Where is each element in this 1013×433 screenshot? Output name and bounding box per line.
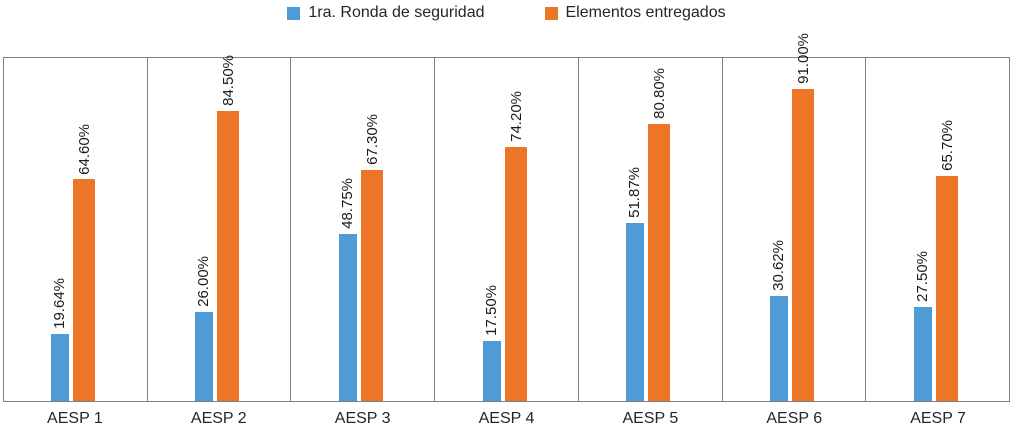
value-label: 19.64% <box>51 277 69 329</box>
bar-ronda-seguridad <box>913 306 932 401</box>
value-label: 48.75% <box>338 177 356 229</box>
bar-elementos-entregados <box>504 146 527 401</box>
bar-elementos-entregados <box>73 179 96 401</box>
legend-label-ronda-seguridad: 1ra. Ronda de seguridad <box>308 4 485 21</box>
category-panel: 30.62% 91.00% <box>723 33 867 401</box>
value-label: 84.50% <box>220 55 238 107</box>
bar-ronda-seguridad <box>769 295 788 401</box>
bar-elementos-entregados <box>217 111 240 401</box>
value-label: 51.87% <box>626 167 644 219</box>
plot-area: 19.64% 64.60% 26.00% 84.50% 48.75% 67.30% 17.5… <box>3 33 1011 402</box>
value-label: 65.70% <box>938 119 956 171</box>
bar-ronda-seguridad <box>195 311 214 401</box>
value-label: 30.62% <box>769 240 787 291</box>
legend-item-elementos-entregados: Elementos entregados <box>544 4 726 22</box>
x-axis-labels: AESP 1 AESP 2 AESP 3 AESP 4 AESP 5 AESP 6 AESP… <box>3 403 1010 433</box>
x-axis-label: AESP 3 <box>334 410 391 427</box>
bar-ronda-seguridad <box>51 333 70 401</box>
category-panel: 51.87% 80.80% <box>579 58 723 401</box>
legend-label-elementos-entregados: Elementos entregados <box>565 4 726 21</box>
value-label: 17.50% <box>482 285 500 336</box>
bar-elementos-entregados <box>360 170 383 401</box>
bar-ronda-seguridad <box>482 340 501 401</box>
bar-elementos-entregados <box>791 88 814 401</box>
value-label: 74.20% <box>507 90 525 142</box>
legend-swatch-orange <box>544 6 558 20</box>
value-label: 91.00% <box>794 33 812 84</box>
category-panel: 27.50% 65.70% <box>866 58 1011 401</box>
value-label: 64.60% <box>76 123 94 175</box>
category-panel: 17.50% 74.20% <box>435 58 579 401</box>
bar-ronda-seguridad <box>626 223 645 401</box>
legend-swatch-blue <box>287 6 301 20</box>
x-axis-label: AESP 6 <box>766 410 823 427</box>
x-axis-label: AESP 7 <box>910 410 966 427</box>
category-panel: 26.00% 84.50% <box>148 55 292 401</box>
x-axis-label: AESP 4 <box>478 410 535 427</box>
bar-ronda-seguridad <box>338 233 357 401</box>
legend-item-ronda-seguridad: 1ra. Ronda de seguridad <box>287 4 485 22</box>
value-label: 67.30% <box>363 114 381 166</box>
chart-legend: 1ra. Ronda de seguridad Elementos entreg… <box>0 2 1013 24</box>
category-panel: 48.75% 67.30% <box>291 58 436 401</box>
x-axis-label: AESP 2 <box>190 410 247 427</box>
bar-elementos-entregados <box>648 123 671 401</box>
value-label: 27.50% <box>913 250 931 302</box>
x-axis-label: AESP 1 <box>47 410 103 427</box>
category-panel: 19.64% 64.60% <box>4 58 148 401</box>
bar-elementos-entregados <box>935 175 958 401</box>
value-label: 26.00% <box>195 255 213 307</box>
x-axis-label: AESP 5 <box>622 410 679 427</box>
value-label: 80.80% <box>651 67 669 119</box>
